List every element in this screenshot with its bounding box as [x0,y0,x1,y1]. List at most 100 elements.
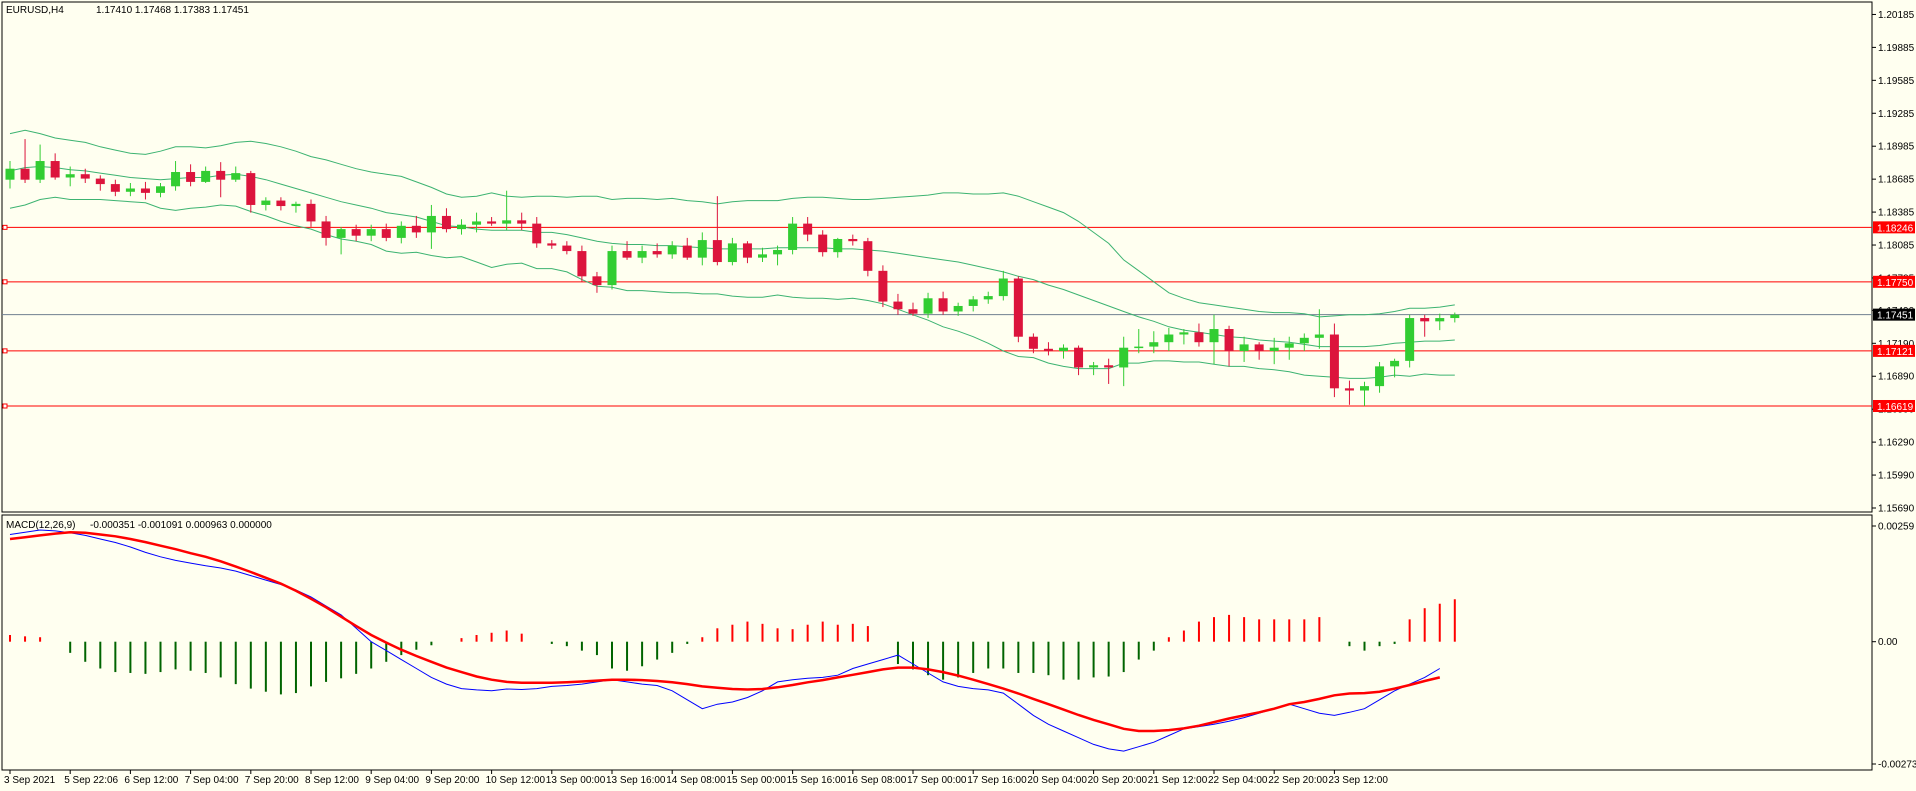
price-tags: 1.18246 1.17750 1.17121 1.16619 1.17451 [1873,221,1915,413]
bear-candle [80,174,90,179]
bear-candle [1028,336,1038,349]
level-tag [1873,221,1915,234]
bull-candle [291,203,301,207]
price-tick-label: 1.18085 [1878,241,1915,252]
time-tick-label: 16 Sep 08:00 [847,775,907,786]
macd-tick-label: 0.00259 [1878,522,1915,533]
time-tick-label: 14 Sep 08:00 [666,775,726,786]
bull-candle [953,305,963,312]
bull-candle [1360,386,1369,391]
bull-candle [125,188,135,192]
bear-candle [517,220,527,224]
time-tick-label: 22 Sep 04:00 [1208,775,1268,786]
bull-candle [1299,337,1309,344]
bear-candle [908,309,918,314]
level-tag [1873,275,1915,288]
level-tag [1873,344,1915,357]
bull-candle [5,168,15,180]
bear-candle [381,229,391,238]
bear-candle [938,298,948,312]
bull-candle [1375,366,1385,387]
bear-candle [863,241,873,271]
time-tick-label: 15 Sep 00:00 [726,775,786,786]
bull-candle [773,249,783,255]
bull-candle [1284,343,1294,348]
bear-candle [1013,278,1023,337]
bull-candle [457,224,466,230]
bull-candle [201,170,211,182]
horizontal-levels [2,224,1872,409]
bull-candle [607,251,617,286]
bull-candle [472,221,482,225]
bull-candle [35,161,45,180]
time-tick-label: 20 Sep 04:00 [1027,775,1087,786]
bear-candle [246,173,256,205]
bear-candle [532,223,542,244]
time-tick-label: 17 Sep 16:00 [967,775,1027,786]
macd-panel-frame[interactable] [1,514,1873,771]
price-tick-label: 1.20185 [1878,10,1915,21]
bull-candle [998,278,1008,297]
bull-candle [336,229,346,238]
price-tick-label: 1.18685 [1878,175,1915,186]
bull-candle [231,173,241,180]
time-tick-label: 10 Sep 12:00 [486,775,546,786]
bear-candle [1043,348,1053,351]
macd-histogram [9,599,1456,695]
bear-candle [682,245,692,258]
time-axis: 3 Sep 2021 5 Sep 22:06 6 Sep 12:00 7 Sep 04… [4,770,1388,786]
time-tick-label: 9 Sep 20:00 [425,775,479,786]
bear-candle [306,203,316,222]
level-tag-label: 1.17750 [1877,278,1914,289]
bear-candle [411,225,421,233]
bull-candle [1450,314,1460,319]
bear-candle [893,301,903,310]
bear-candle [276,200,286,207]
bear-candle [878,270,888,302]
bear-candle [1074,347,1084,368]
level-tag-label: 1.16619 [1877,402,1914,413]
macd-label: MACD(12,26,9) [6,520,75,531]
bull-candle [983,296,993,300]
level-handle [2,279,8,285]
bull-candle [1149,342,1159,347]
bear-candle [140,188,150,193]
bear-candle [321,221,331,238]
macd-lines [9,529,1441,752]
bear-candle [742,243,752,258]
bear-candle [1194,332,1204,343]
price-tick-label: 1.18985 [1878,142,1915,153]
bear-candle [577,251,587,277]
bull-candle [1269,347,1279,351]
macd-axis: 0.00259 0.00 -0.002738 [1872,522,1916,771]
bull-candle [171,172,181,187]
price-tick-label: 1.17190 [1878,339,1915,350]
price-tick-label: 1.15990 [1878,471,1915,482]
time-tick-label: 13 Sep 00:00 [546,775,606,786]
time-tick-label: 7 Sep 20:00 [245,775,299,786]
bear-candle [20,168,30,180]
price-tick-label: 1.16890 [1878,372,1915,383]
price-tick-label: 1.18385 [1878,208,1915,219]
price-tick-label: 1.19585 [1878,76,1915,87]
bull-candle [1239,344,1249,351]
bull-candle [1209,329,1219,343]
time-tick-label: 7 Sep 04:00 [185,775,239,786]
bull-candle [1179,332,1189,335]
price-panel-frame[interactable] [1,1,1873,513]
price-tick-label: 1.15690 [1878,504,1915,515]
bear-candle [622,251,632,258]
time-tick-label: 21 Sep 12:00 [1148,775,1208,786]
bear-candle [50,161,60,178]
bull-candle [1390,360,1400,367]
macd-tick-label: -0.002738 [1878,760,1916,771]
level-handle [2,348,8,354]
time-tick-label: 15 Sep 16:00 [787,775,847,786]
bear-candle [186,172,196,182]
bull-candle [502,220,512,224]
level-handle [2,403,8,409]
time-tick-label: 9 Sep 04:00 [365,775,419,786]
bull-candle [697,240,707,258]
time-tick-label: 20 Sep 20:00 [1088,775,1148,786]
